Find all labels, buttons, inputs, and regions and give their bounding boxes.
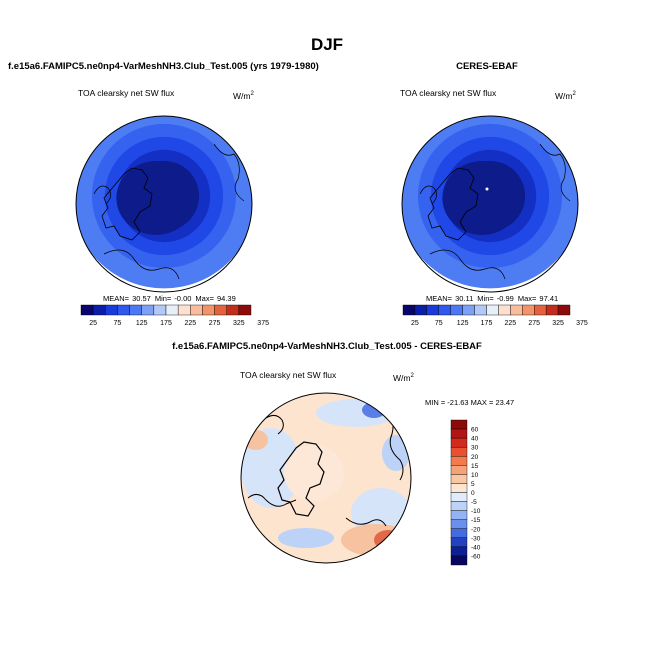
colorbar-tick-label: 15 [471, 463, 479, 470]
colorbar-swatch [450, 456, 468, 466]
colorbar-swatch [450, 519, 468, 529]
colorbar-swatch [190, 304, 203, 316]
colorbar-tick-label: 175 [160, 320, 172, 327]
colorbar-swatch [450, 537, 468, 548]
right-polar-map [401, 115, 579, 293]
diff-variable-label: TOA clearsky net SW flux [240, 370, 337, 380]
colorbar-tick-label: -60 [471, 553, 481, 560]
diff-units-label: W/m2 [393, 373, 414, 383]
colorbar-swatch [474, 304, 487, 316]
colorbar-tick-label: 60 [471, 427, 479, 434]
colorbar-swatch [438, 304, 451, 316]
colorbar-swatch [450, 304, 463, 316]
colorbar-swatch [450, 492, 468, 502]
colorbar-swatch [450, 555, 468, 566]
diff-minmax-label: MIN = -21.63 MAX = 23.47 [425, 398, 514, 407]
colorbar-swatch [450, 501, 468, 511]
colorbar-swatch [450, 546, 468, 557]
colorbar-tick-label: 125 [136, 320, 148, 327]
colorbar-tick-label: 275 [209, 320, 221, 327]
colorbar-swatch [557, 304, 571, 316]
colorbar-tick-label: 25 [411, 320, 419, 327]
colorbar-tick-label: -5 [471, 499, 477, 506]
colorbar-tick-label: 25 [89, 320, 97, 327]
colorbar-swatch [450, 428, 468, 439]
colorbar-swatch [80, 304, 94, 316]
page-title: DJF [311, 35, 343, 54]
left-colorbar: 25 75 125 175 225 275 325 375 [80, 304, 269, 327]
colorbar-tick-label: -15 [471, 517, 481, 524]
left-stats: MEAN= 30.57 Min= -0.00 Max= 94.39 [103, 294, 236, 303]
right-colorbar: 25 75 125 175 225 275 325 375 [402, 304, 588, 327]
right-stats: MEAN= 30.11 Min= -0.99 Max= 97.41 [426, 294, 558, 303]
colorbar-tick-label: 375 [576, 320, 588, 327]
colorbar-swatch [510, 304, 523, 316]
colorbar-tick-label: 325 [552, 320, 564, 327]
colorbar-tick-label: 375 [257, 320, 269, 327]
colorbar-swatch [450, 446, 468, 457]
colorbar-tick-label: 75 [435, 320, 443, 327]
colorbar-swatch [450, 474, 468, 484]
colorbar-swatch [117, 304, 130, 316]
colorbar-tick-label: -20 [471, 526, 481, 533]
right-units-label: W/m2 [555, 91, 576, 101]
colorbar-swatch [450, 483, 468, 493]
colorbar-swatch [450, 528, 468, 539]
colorbar-tick-label: 175 [481, 320, 493, 327]
colorbar-tick-label: 225 [505, 320, 517, 327]
colorbar-tick-label: 40 [471, 436, 479, 443]
right-variable-label: TOA clearsky net SW flux [400, 88, 497, 98]
colorbar-swatch [450, 419, 468, 430]
colorbar-swatch [165, 304, 179, 316]
colorbar-swatch [462, 304, 475, 316]
diff-colorbar: 60 40 30 20 15 10 5 0 -5 -10 -15 -20 -30 -40 -60 [450, 419, 481, 566]
colorbar-swatch [402, 304, 416, 316]
colorbar-swatch [534, 304, 547, 316]
colorbar-swatch [486, 304, 499, 316]
colorbar-tick-label: 20 [471, 454, 479, 461]
colorbar-swatch [522, 304, 535, 316]
left-units-label: W/m2 [233, 91, 254, 101]
colorbar-tick-label: 5 [471, 481, 475, 488]
colorbar-swatch [202, 304, 215, 316]
colorbar-tick-label: 275 [528, 320, 540, 327]
colorbar-swatch [153, 304, 167, 316]
left-panel-heading: f.e15a6.FAMIPC5.ne0np4-VarMeshNH3.Club_T… [8, 61, 319, 72]
colorbar-tick-label: 225 [184, 320, 196, 327]
colorbar-swatch [450, 465, 468, 475]
left-polar-map [75, 115, 253, 293]
colorbar-swatch [129, 304, 142, 316]
left-variable-label: TOA clearsky net SW flux [78, 88, 175, 98]
colorbar-tick-label: -40 [471, 544, 481, 551]
colorbar-swatch [141, 304, 155, 316]
colorbar-swatch [92, 304, 106, 316]
diff-polar-map [240, 392, 412, 564]
colorbar-swatch [450, 510, 468, 520]
colorbar-swatch [177, 304, 191, 316]
diff-panel-heading: f.e15a6.FAMIPC5.ne0np4-VarMeshNH3.Club_T… [172, 341, 482, 352]
colorbar-swatch [226, 304, 240, 316]
colorbar-tick-label: -10 [471, 508, 481, 515]
colorbar-swatch [414, 304, 428, 316]
colorbar-swatch [105, 304, 118, 316]
colorbar-swatch [545, 304, 559, 316]
colorbar-tick-label: 125 [457, 320, 469, 327]
colorbar-swatch [214, 304, 227, 316]
right-panel-heading: CERES-EBAF [456, 61, 518, 72]
colorbar-tick-label: 325 [233, 320, 245, 327]
colorbar-swatch [450, 437, 468, 448]
colorbar-swatch [498, 304, 511, 316]
colorbar-tick-label: 0 [471, 490, 475, 497]
colorbar-tick-label: 75 [114, 320, 122, 327]
colorbar-tick-label: 10 [471, 472, 479, 479]
colorbar-tick-label: -30 [471, 535, 481, 542]
pole-marker [485, 187, 489, 191]
colorbar-swatch [426, 304, 439, 316]
colorbar-tick-label: 30 [471, 445, 479, 452]
colorbar-swatch [238, 304, 252, 316]
